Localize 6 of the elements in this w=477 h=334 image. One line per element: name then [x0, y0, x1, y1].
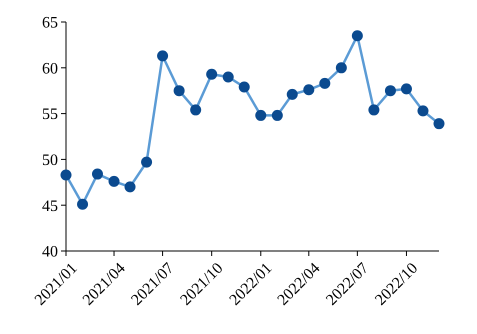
y-tick-label: 40 [42, 244, 58, 261]
y-tick-label: 45 [42, 198, 58, 215]
y-tick-label: 60 [42, 60, 58, 78]
y-tick-label: 55 [42, 106, 58, 124]
y-tick-label: 65 [42, 14, 58, 32]
y-tick-label: 50 [42, 152, 58, 169]
